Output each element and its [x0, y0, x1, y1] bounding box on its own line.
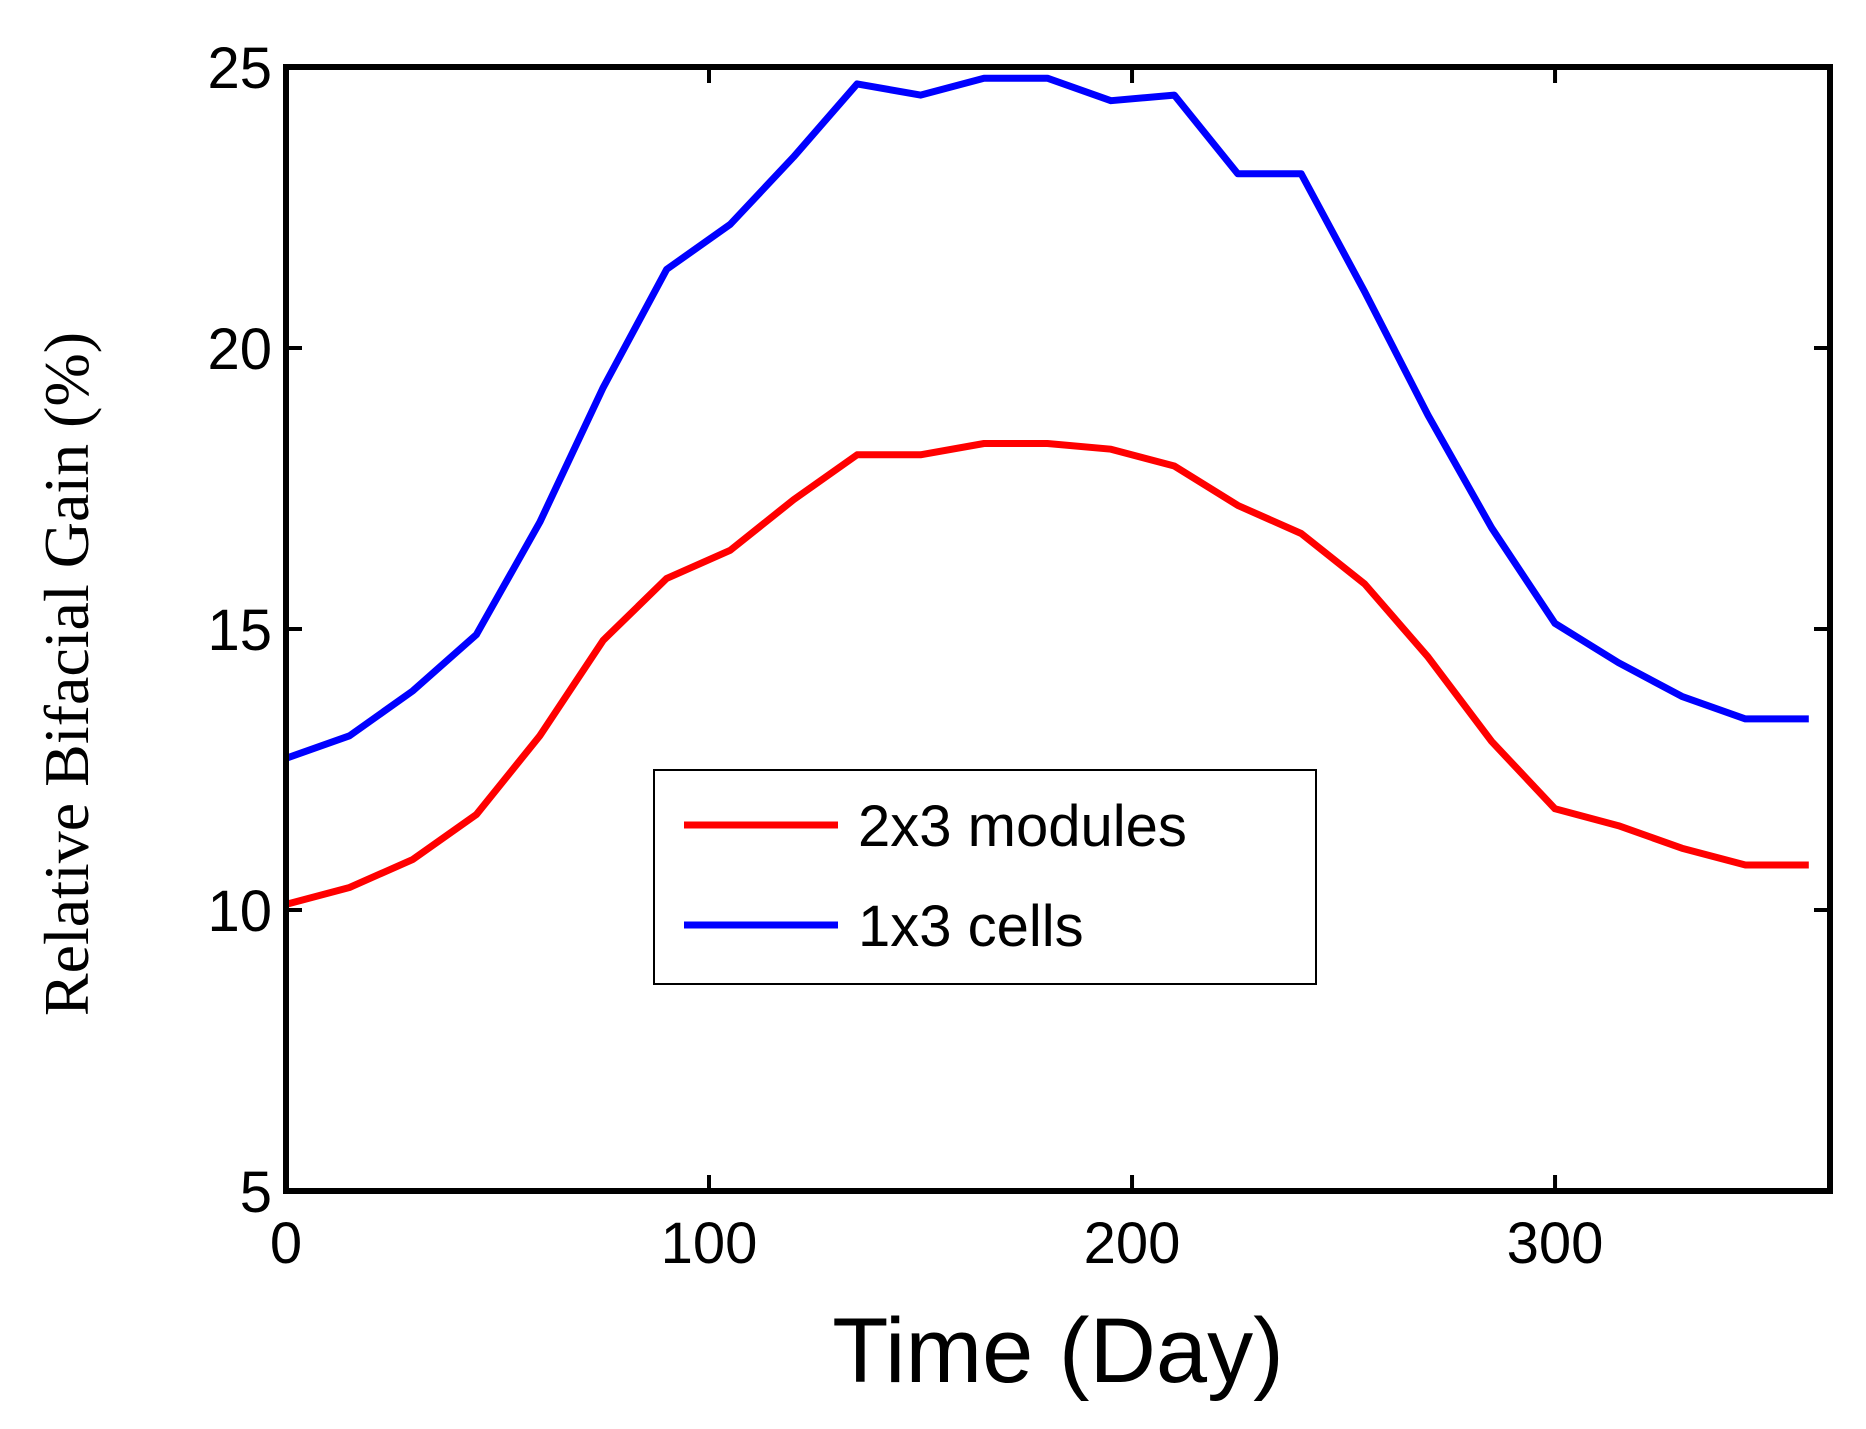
- y-tick-label-10: 10: [207, 879, 272, 944]
- x-tick-label-100: 100: [661, 1211, 758, 1276]
- x-tick-label-200: 200: [1084, 1211, 1181, 1276]
- series-line-2x3-modules: [285, 440, 1809, 908]
- legend: 2x3 modules 1x3 cells: [653, 769, 1317, 985]
- tick-layer: 0 100 200 300 5 10 15 20 25: [207, 36, 1830, 1276]
- legend-label-2x3-modules: 2x3 modules: [858, 794, 1187, 859]
- x-tick-label-300: 300: [1507, 1211, 1604, 1276]
- y-tick-label-15: 15: [207, 598, 272, 663]
- y-tick-label-20: 20: [207, 317, 272, 382]
- x-axis-label: Time (Day): [832, 1300, 1283, 1402]
- series-layer: [284, 74, 1809, 908]
- legend-label-1x3-cells: 1x3 cells: [858, 894, 1084, 959]
- series-line-1x3-cells: [284, 74, 1809, 762]
- y-tick-label-25: 25: [207, 36, 272, 101]
- y-tick-label-5: 5: [240, 1160, 272, 1225]
- x-tick-label-0: 0: [270, 1211, 302, 1276]
- legend-box: [653, 769, 1317, 985]
- y-axis-label: Relative Bifacial Gain (%): [31, 332, 102, 1016]
